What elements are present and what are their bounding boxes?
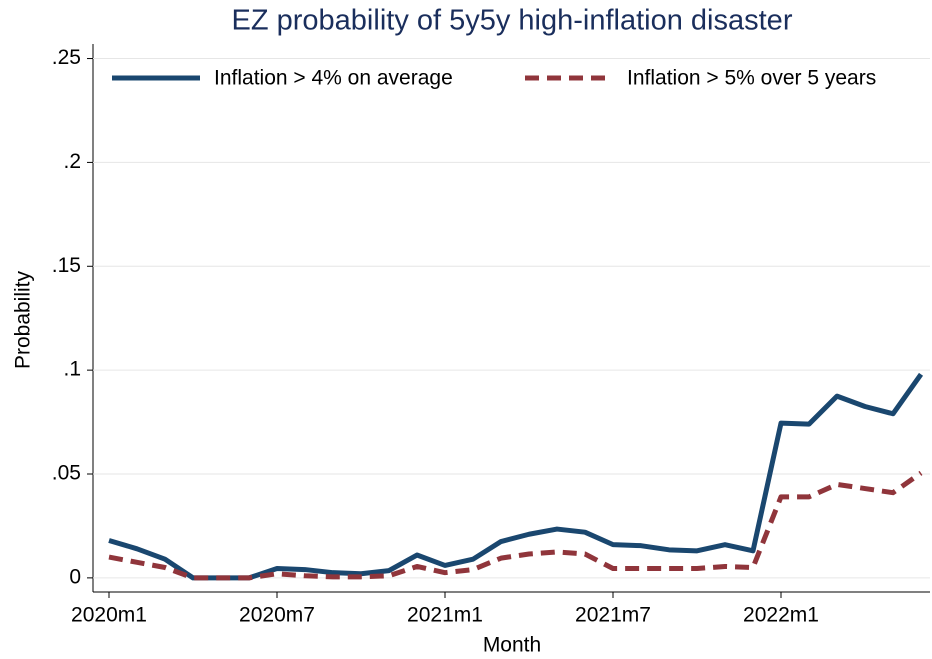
y-tick-label: .15 xyxy=(52,254,81,277)
x-tick-label: 2021m1 xyxy=(407,604,483,627)
legend-label: Inflation > 4% on average xyxy=(214,67,453,90)
x-tick-label: 2021m7 xyxy=(575,604,651,627)
series-line xyxy=(108,470,923,581)
x-axis-title: Month xyxy=(483,634,541,657)
x-tick-label: 2020m7 xyxy=(239,604,315,627)
chart-title: EZ probability of 5y5y high-inflation di… xyxy=(232,5,793,37)
y-axis-title: Probability xyxy=(12,270,35,369)
x-tick-label: 2022m1 xyxy=(743,604,819,627)
legend-label: Inflation > 5% over 5 years xyxy=(627,67,876,90)
y-tick-label: .05 xyxy=(52,462,81,485)
series-line xyxy=(108,372,924,581)
y-tick-label: .25 xyxy=(52,46,81,69)
y-tick-label: .1 xyxy=(63,358,81,381)
y-tick-label: .2 xyxy=(63,150,81,173)
y-tick-label: 0 xyxy=(69,565,81,588)
x-tick-label: 2020m1 xyxy=(71,604,147,627)
